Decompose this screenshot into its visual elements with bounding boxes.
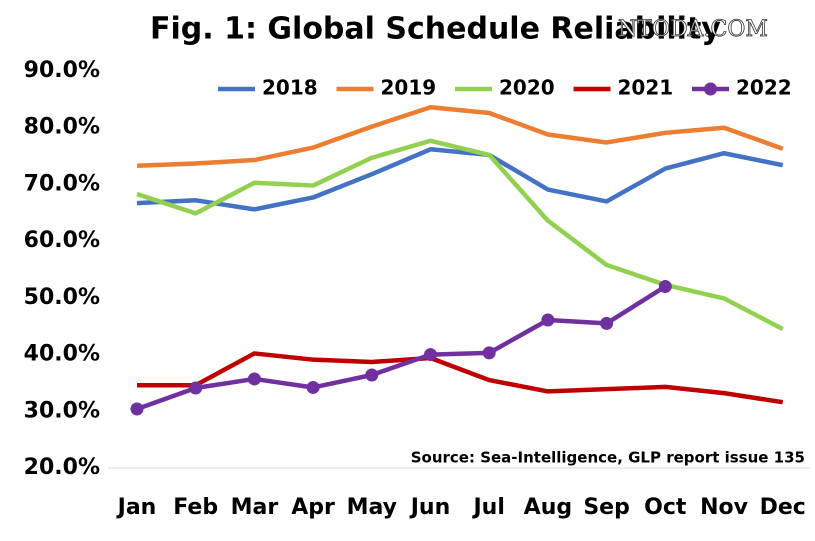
legend-label: 2022 (736, 76, 792, 100)
x-tick-label: May (347, 495, 397, 520)
y-tick-label: 70.0% (24, 171, 100, 196)
x-tick-label: Aug (524, 495, 572, 520)
series-marker (424, 348, 437, 362)
series-marker (365, 368, 379, 382)
y-tick-label: 50.0% (24, 285, 100, 310)
x-tick-label: Nov (700, 495, 749, 520)
y-tick-label: 90.0% (24, 58, 100, 83)
legend-marker (704, 82, 717, 96)
x-tick-label: Dec (760, 495, 806, 520)
series-marker (600, 316, 614, 330)
series-line (136, 147, 784, 212)
x-tick-label: Feb (173, 495, 218, 520)
x-tick-label: Mar (231, 495, 279, 520)
series-marker (306, 380, 320, 394)
legend-label: 2018 (262, 76, 318, 100)
series-marker (658, 280, 672, 294)
legend-label: 2019 (381, 76, 437, 100)
x-tick-label: Sep (583, 495, 630, 520)
x-tick-label: Jan (116, 495, 157, 520)
series-line (137, 351, 784, 405)
series-marker (482, 346, 496, 360)
series-line (136, 138, 784, 332)
series-marker (541, 313, 555, 327)
x-tick-label: Apr (291, 495, 335, 520)
watermark: NTODA.COM (618, 17, 768, 42)
series-line (136, 284, 667, 412)
series-marker (189, 381, 203, 395)
y-tick-label: 80.0% (24, 115, 100, 140)
y-tick-label: 30.0% (24, 398, 100, 423)
x-tick-label: Jul (472, 495, 505, 520)
chart-title: Fig. 1: Global Schedule Reliability (150, 12, 721, 47)
x-tick-label: Oct (644, 495, 687, 520)
y-tick-label: 20.0% (24, 455, 100, 480)
x-tick-label: Jun (409, 495, 451, 520)
source-note: Source: Sea-Intelligence, GLP report iss… (411, 449, 805, 467)
series-marker (247, 372, 261, 386)
legend-label: 2021 (618, 76, 674, 100)
y-tick-label: 60.0% (24, 228, 100, 253)
series-marker (130, 402, 144, 416)
y-tick-label: 40.0% (24, 342, 100, 367)
legend-label: 2020 (499, 76, 555, 100)
series-line (136, 105, 784, 168)
